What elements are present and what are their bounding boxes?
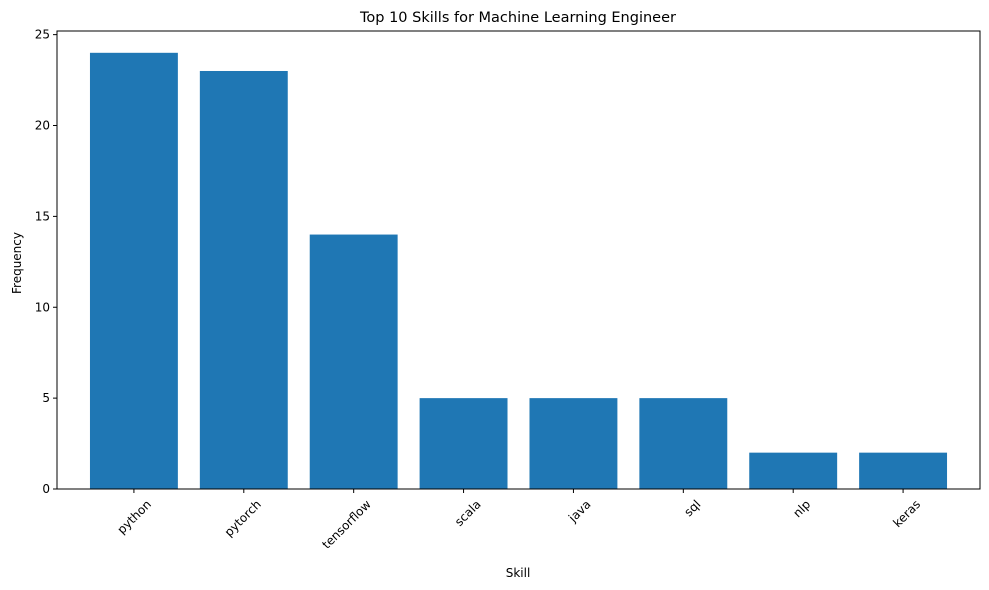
y-tick-label: 25 (35, 28, 50, 42)
x-tick-label-java: java (565, 497, 593, 525)
bars-group (89, 52, 948, 490)
y-tick-label: 10 (35, 300, 50, 314)
x-axis-label: Skill (506, 566, 531, 580)
x-tick-label-python: python (114, 497, 154, 537)
bar-scala (419, 398, 508, 489)
x-tick-label-tensorflow: tensorflow (319, 497, 374, 552)
chart-title: Top 10 Skills for Machine Learning Engin… (359, 10, 676, 26)
x-tick-label-keras: keras (890, 497, 923, 530)
x-axis-ticks: python pytorch tensorflow scala java sql nlp ke… (114, 489, 923, 552)
bar-tensorflow (309, 234, 398, 489)
y-tick-label: 15 (35, 209, 50, 223)
y-axis-label: Frequency (10, 232, 24, 294)
x-tick-label-sql: sql (681, 497, 703, 519)
x-tick-label-pytorch: pytorch (222, 497, 264, 539)
y-axis-ticks: 0 5 10 15 20 25 (35, 28, 57, 496)
bar-sql (639, 398, 728, 489)
bar-python (89, 52, 178, 490)
plot-frame (56, 30, 981, 490)
bar-java (529, 398, 618, 489)
bar-keras (859, 452, 948, 489)
x-tick-label-scala: scala (452, 497, 484, 529)
x-tick-label-nlp: nlp (790, 497, 813, 520)
y-tick-label: 5 (42, 391, 50, 405)
y-tick-label: 20 (35, 119, 50, 133)
bar-pytorch (199, 70, 288, 489)
bar-nlp (749, 452, 838, 489)
y-tick-label: 0 (42, 482, 50, 496)
